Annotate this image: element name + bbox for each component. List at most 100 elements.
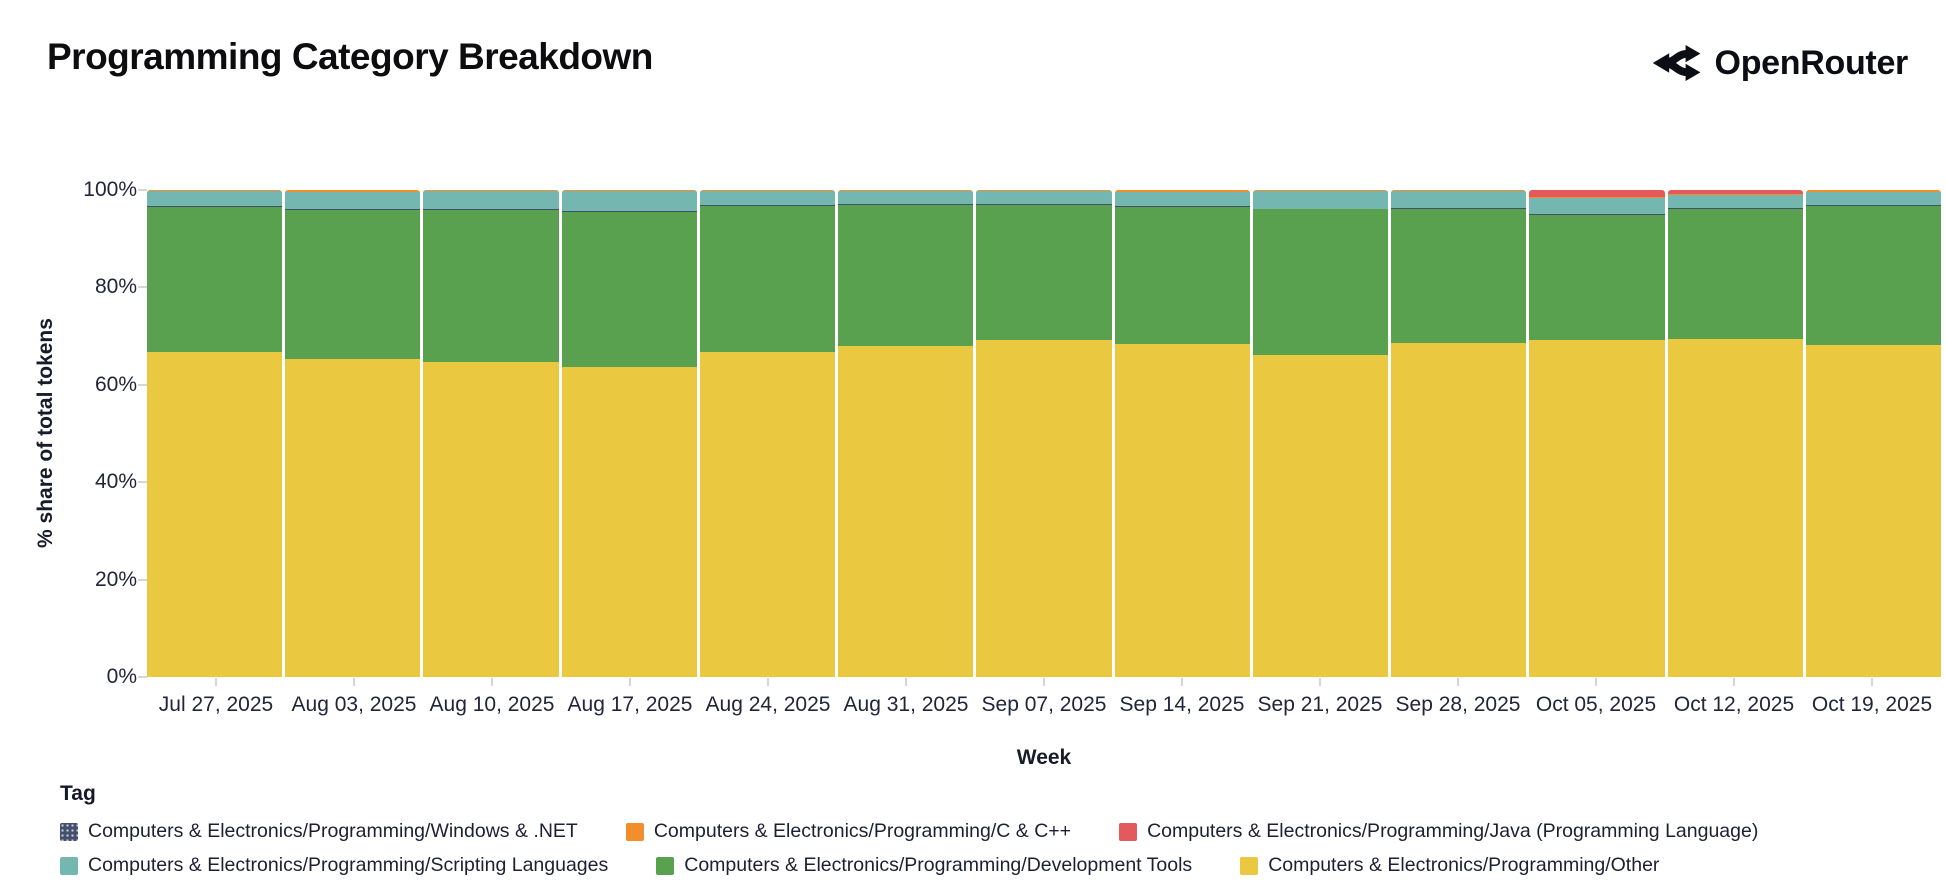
segment-scripting-languages [699, 191, 836, 206]
segment-scripting-languages [147, 191, 283, 206]
legend-row: Computers & Electronics/Programming/Scri… [60, 854, 1758, 877]
y-tick-label: 20% [94, 567, 137, 591]
segment-scripting-languages [423, 191, 559, 210]
x-tick-mark [629, 678, 631, 686]
segment-windows-dotnet [1252, 208, 1389, 210]
segment-scripting-languages [976, 191, 1112, 205]
segment-windows-dotnet [976, 204, 1112, 206]
legend-swatch-windows-dotnet [60, 822, 78, 841]
x-tick-mark [1319, 678, 1321, 686]
x-tick-label: Oct 19, 2025 [1811, 693, 1933, 716]
bar-jul-27-2025 [147, 190, 283, 677]
segment-c-cpp [1667, 194, 1803, 196]
segment-scripting-languages [1114, 191, 1250, 206]
legend-label-scripting-languages: Computers & Electronics/Programming/Scri… [88, 854, 609, 876]
x-tick-label: Jul 27, 2025 [158, 693, 274, 716]
y-tick-mark [138, 578, 147, 581]
segment-development-tools [1805, 206, 1942, 345]
segment-windows-dotnet [838, 203, 974, 205]
bar-oct-12-2025 [1667, 190, 1803, 677]
segment-windows-dotnet [1667, 207, 1803, 209]
segment-other [147, 352, 283, 677]
segment-c-cpp [1529, 196, 1665, 198]
legend: Tag Computers & Electronics/Programming/… [60, 782, 1758, 888]
y-tick-label: 80% [94, 275, 137, 299]
segment-development-tools [1529, 214, 1665, 340]
segment-other [1805, 344, 1942, 677]
legend-item-scripting-languages[interactable]: Computers & Electronics/Programming/Scri… [60, 854, 608, 877]
segment-development-tools [561, 211, 697, 367]
segment-c-cpp [976, 190, 1112, 192]
x-tick-label: Aug 31, 2025 [843, 693, 969, 716]
y-tick-mark [138, 189, 147, 191]
legend-item-c-cpp[interactable]: Computers & Electronics/Programming/C & … [625, 820, 1071, 843]
segment-c-cpp [423, 190, 559, 192]
x-tick-label: Oct 05, 2025 [1535, 693, 1657, 716]
x-tick-label: Sep 07, 2025 [981, 693, 1107, 716]
legend-item-java[interactable]: Computers & Electronics/Programming/Java… [1119, 820, 1758, 843]
segment-other [1667, 338, 1803, 677]
legend-item-windows-dotnet[interactable]: Computers & Electronics/Programming/Wind… [60, 820, 578, 843]
x-tick-label: Aug 03, 2025 [291, 693, 417, 716]
bar-oct-05-2025 [1529, 190, 1665, 677]
legend-swatch-java [1119, 822, 1138, 841]
x-tick-mark [1595, 678, 1597, 686]
legend-item-other[interactable]: Computers & Electronics/Programming/Othe… [1240, 854, 1659, 877]
segment-windows-dotnet [561, 210, 697, 212]
x-tick-mark [767, 678, 769, 686]
segment-scripting-languages [561, 191, 697, 211]
segment-scripting-languages [1252, 191, 1389, 209]
x-tick-mark [1733, 678, 1735, 686]
legend-swatch-scripting-languages [60, 856, 78, 875]
legend-label-java: Computers & Electronics/Programming/Java… [1147, 820, 1759, 842]
bar-oct-19-2025 [1805, 190, 1942, 677]
segment-java [1529, 190, 1665, 197]
x-tick-mark [353, 678, 355, 686]
y-axis-title: % share of total tokens [34, 318, 57, 548]
bar-aug-03-2025 [285, 190, 421, 677]
x-tick-mark [905, 678, 907, 686]
x-tick-mark [1043, 678, 1045, 686]
bar-aug-17-2025 [561, 190, 697, 677]
bar-sep-07-2025 [976, 190, 1112, 677]
y-tick-label: 0% [106, 665, 137, 688]
segment-development-tools [1667, 208, 1803, 339]
segment-other [838, 345, 974, 677]
segment-c-cpp [699, 190, 836, 192]
legend-swatch-other [1240, 856, 1259, 875]
segment-windows-dotnet [285, 208, 421, 210]
openrouter-fork-icon [1652, 45, 1700, 81]
x-tick-mark [491, 678, 493, 686]
segment-windows-dotnet [1529, 213, 1665, 215]
x-tick-label: Aug 24, 2025 [705, 693, 831, 716]
segment-windows-dotnet [699, 205, 836, 207]
segment-scripting-languages [1667, 195, 1803, 208]
segment-development-tools [838, 204, 974, 346]
segment-other [1391, 342, 1527, 677]
segment-scripting-languages [1805, 191, 1942, 206]
y-tick-label: 40% [94, 470, 137, 494]
segment-scripting-languages [1391, 191, 1527, 208]
segment-c-cpp [1391, 190, 1527, 192]
openrouter-logo[interactable]: OpenRouter [1652, 38, 1908, 88]
openrouter-wordmark: OpenRouter [1714, 43, 1909, 82]
y-tick-mark [138, 286, 147, 289]
segment-development-tools [699, 206, 836, 352]
x-tick-label: Sep 21, 2025 [1257, 693, 1383, 716]
segment-development-tools [285, 209, 421, 360]
x-tick-label: Sep 28, 2025 [1395, 693, 1521, 716]
y-tick-label: 60% [94, 372, 137, 396]
segment-scripting-languages [838, 191, 974, 204]
x-tick-label: Aug 10, 2025 [429, 693, 555, 716]
x-tick-label: Oct 12, 2025 [1673, 693, 1795, 716]
legend-rows: Computers & Electronics/Programming/Wind… [60, 820, 1758, 877]
segment-other [561, 366, 697, 677]
x-tick-mark [1871, 678, 1873, 686]
x-tick-label: Sep 14, 2025 [1119, 693, 1245, 716]
legend-label-other: Computers & Electronics/Programming/Othe… [1268, 854, 1660, 876]
legend-item-development-tools[interactable]: Computers & Electronics/Programming/Deve… [656, 854, 1192, 877]
segment-windows-dotnet [1805, 205, 1942, 207]
bar-sep-14-2025 [1114, 190, 1250, 677]
segment-other [1252, 355, 1389, 677]
x-tick-mark [1181, 678, 1183, 686]
